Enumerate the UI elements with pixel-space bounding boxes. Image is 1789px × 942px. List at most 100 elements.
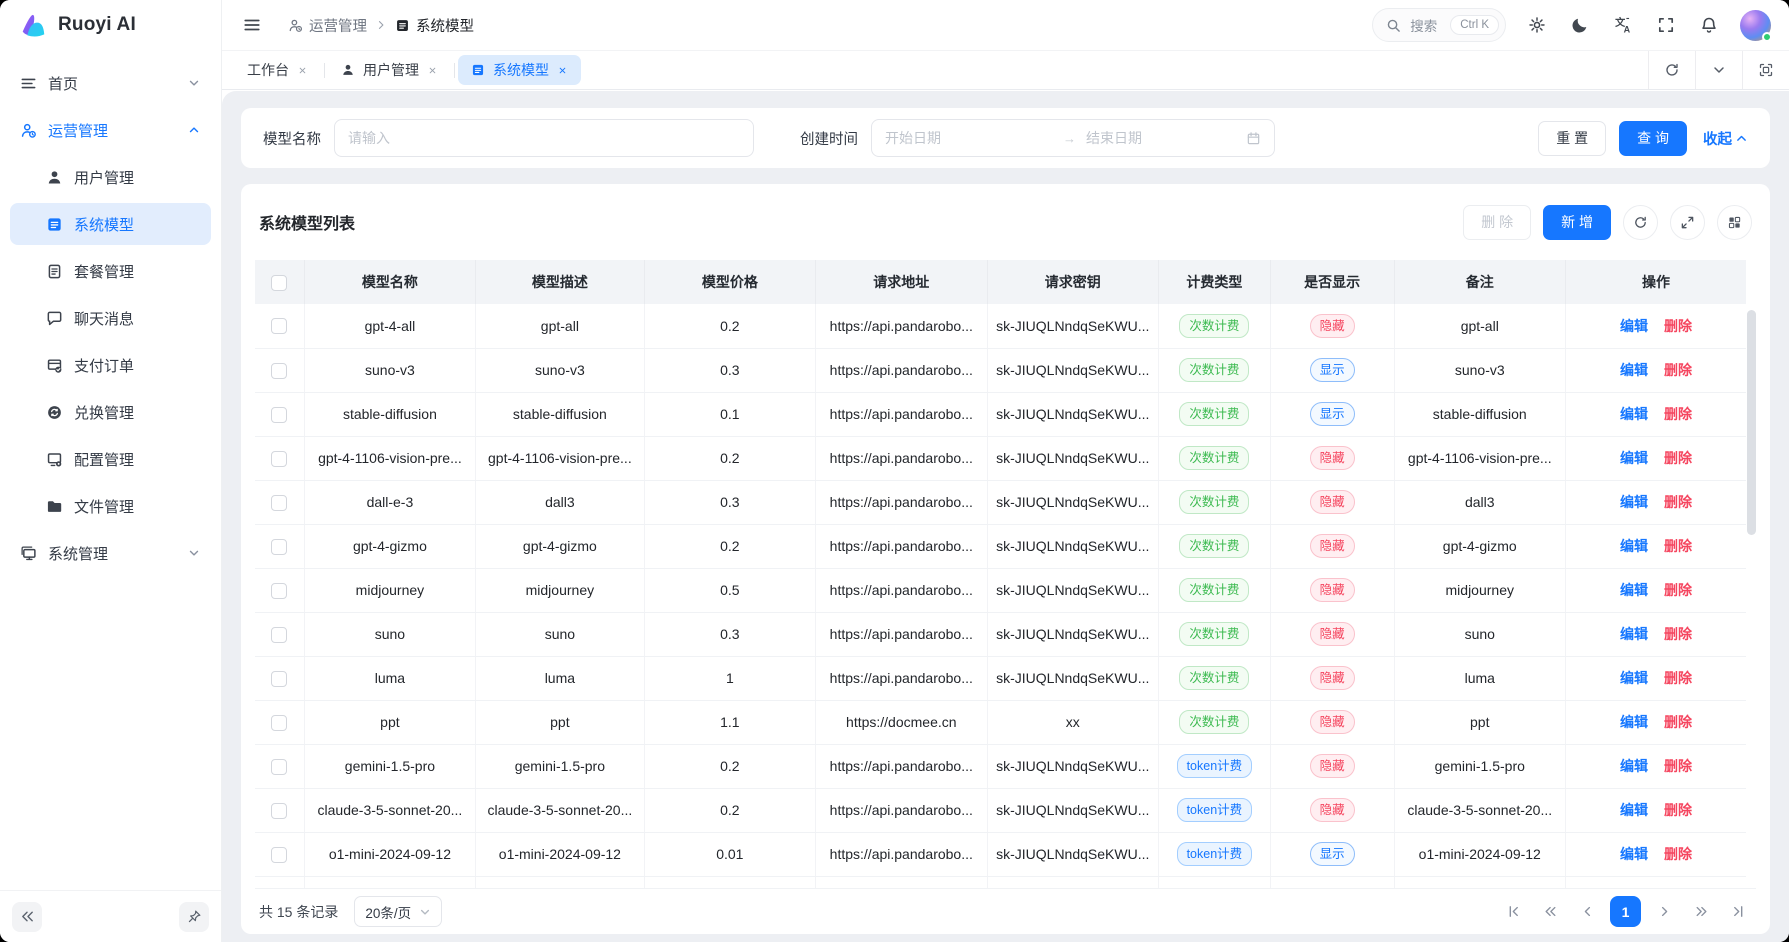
tab-系统模型[interactable]: 系统模型	[458, 55, 581, 85]
row-checkbox[interactable]	[271, 363, 287, 379]
delete-row-link[interactable]: 删除	[1664, 318, 1692, 334]
row-checkbox[interactable]	[271, 671, 287, 687]
cell-empty	[816, 876, 987, 888]
sidebar-pin-button[interactable]	[179, 902, 209, 932]
delete-row-link[interactable]: 删除	[1664, 846, 1692, 862]
cell-visibility: 显示	[1270, 832, 1394, 876]
sidebar-item-配置管理[interactable]: 配置管理	[10, 438, 211, 480]
sidebar-item-用户管理[interactable]: 用户管理	[10, 156, 211, 198]
cell-request-url: https://api.pandarobo...	[816, 788, 987, 832]
dark-mode-moon-button[interactable]	[1568, 13, 1592, 37]
delete-selected-button[interactable]: 删 除	[1463, 205, 1531, 240]
tab-用户管理[interactable]: 用户管理	[328, 55, 451, 85]
last-page-button[interactable]	[1724, 898, 1752, 926]
sidebar-item-首页[interactable]: 首页	[10, 62, 211, 104]
tab-menu-chevron-button[interactable]	[1695, 51, 1742, 89]
settings-gear-button[interactable]	[1525, 13, 1549, 37]
sidebar-item-系统模型[interactable]: 系统模型	[10, 203, 211, 245]
delete-row-link[interactable]: 删除	[1664, 362, 1692, 378]
close-tab-icon[interactable]	[427, 65, 438, 76]
row-checkbox[interactable]	[271, 583, 287, 599]
row-checkbox[interactable]	[271, 715, 287, 731]
first-page-button[interactable]	[1499, 898, 1527, 926]
brand-logo[interactable]: Ruoyi AI	[0, 0, 221, 50]
breadcrumb: 运营管理 系统模型	[288, 15, 474, 36]
cell-select	[255, 304, 304, 348]
sidebar-item-套餐管理[interactable]: 套餐管理	[10, 250, 211, 292]
row-checkbox[interactable]	[271, 451, 287, 467]
edit-row-link[interactable]: 编辑	[1620, 714, 1648, 730]
row-checkbox[interactable]	[271, 847, 287, 863]
vertical-scrollbar-thumb[interactable]	[1747, 310, 1756, 535]
refresh-table-button[interactable]	[1623, 205, 1658, 240]
delete-row-link[interactable]: 删除	[1664, 670, 1692, 686]
row-checkbox[interactable]	[271, 759, 287, 775]
delete-row-link[interactable]: 删除	[1664, 802, 1692, 818]
edit-row-link[interactable]: 编辑	[1620, 318, 1648, 334]
sidebar-collapse-button[interactable]	[12, 902, 42, 932]
next-page-button[interactable]	[1650, 898, 1678, 926]
tab-工作台[interactable]: 工作台	[234, 55, 321, 85]
search-button[interactable]: 查 询	[1619, 121, 1687, 156]
page-size-select[interactable]: 20条/页	[354, 896, 442, 927]
delete-row-link[interactable]: 删除	[1664, 626, 1692, 642]
delete-row-link[interactable]: 删除	[1664, 758, 1692, 774]
breadcrumb-item-系统模型[interactable]: 系统模型	[395, 15, 474, 36]
language-translate-button[interactable]: 文A	[1611, 13, 1635, 37]
global-search[interactable]: 搜索 Ctrl K	[1372, 8, 1506, 42]
visibility-badge: 隐藏	[1310, 446, 1355, 471]
current-page-button[interactable]: 1	[1610, 896, 1641, 927]
model-name-input[interactable]: 请输入	[334, 119, 754, 157]
column-settings-button[interactable]	[1717, 205, 1752, 240]
sidebar-item-兑换管理[interactable]: 兑换管理	[10, 391, 211, 433]
edit-row-link[interactable]: 编辑	[1620, 758, 1648, 774]
edit-row-link[interactable]: 编辑	[1620, 538, 1648, 554]
user-avatar[interactable]	[1740, 10, 1771, 41]
delete-row-link[interactable]: 删除	[1664, 494, 1692, 510]
edit-row-link[interactable]: 编辑	[1620, 494, 1648, 510]
select-all-checkbox[interactable]	[271, 275, 287, 291]
sidebar-item-支付订单[interactable]: 支付订单	[10, 344, 211, 386]
close-tab-icon[interactable]	[557, 65, 568, 76]
delete-row-link[interactable]: 删除	[1664, 714, 1692, 730]
row-checkbox[interactable]	[271, 407, 287, 423]
edit-row-link[interactable]: 编辑	[1620, 846, 1648, 862]
visibility-badge: 隐藏	[1310, 534, 1355, 559]
previous-page-button[interactable]	[1573, 898, 1601, 926]
edit-row-link[interactable]: 编辑	[1620, 802, 1648, 818]
breadcrumb-item-运营管理[interactable]: 运营管理	[288, 15, 367, 36]
edit-row-link[interactable]: 编辑	[1620, 626, 1648, 642]
jump-forward-button[interactable]	[1687, 898, 1715, 926]
delete-row-link[interactable]: 删除	[1664, 450, 1692, 466]
row-checkbox[interactable]	[271, 495, 287, 511]
reset-button[interactable]: 重 置	[1538, 121, 1606, 156]
row-checkbox[interactable]	[271, 539, 287, 555]
collapse-filter-link[interactable]: 收起	[1703, 128, 1748, 149]
fullscreen-button[interactable]	[1654, 13, 1678, 37]
date-range-input[interactable]: 开始日期 → 结束日期	[871, 119, 1275, 157]
sidebar-item-文件管理[interactable]: 文件管理	[10, 485, 211, 527]
row-checkbox[interactable]	[271, 803, 287, 819]
jump-back-button[interactable]	[1536, 898, 1564, 926]
edit-row-link[interactable]: 编辑	[1620, 362, 1648, 378]
delete-row-link[interactable]: 删除	[1664, 406, 1692, 422]
refresh-page-button[interactable]	[1648, 51, 1695, 89]
edit-row-link[interactable]: 编辑	[1620, 406, 1648, 422]
delete-row-link[interactable]: 删除	[1664, 538, 1692, 554]
expand-table-button[interactable]	[1670, 205, 1705, 240]
edit-row-link[interactable]: 编辑	[1620, 670, 1648, 686]
sidebar-item-聊天消息[interactable]: 聊天消息	[10, 297, 211, 339]
row-checkbox[interactable]	[271, 627, 287, 643]
content-fullscreen-button[interactable]	[1742, 51, 1789, 89]
sidebar-item-系统管理[interactable]: 系统管理	[10, 532, 211, 574]
sidebar-item-运营管理[interactable]: 运营管理	[10, 109, 211, 151]
close-tab-icon[interactable]	[297, 65, 308, 76]
add-model-button[interactable]: 新 增	[1543, 205, 1611, 240]
delete-row-link[interactable]: 删除	[1664, 582, 1692, 598]
column-header-备注: 备注	[1394, 260, 1565, 304]
sidebar-toggle-button[interactable]	[240, 13, 264, 37]
notifications-bell-button[interactable]	[1697, 13, 1721, 37]
edit-row-link[interactable]: 编辑	[1620, 582, 1648, 598]
row-checkbox[interactable]	[271, 318, 287, 334]
edit-row-link[interactable]: 编辑	[1620, 450, 1648, 466]
